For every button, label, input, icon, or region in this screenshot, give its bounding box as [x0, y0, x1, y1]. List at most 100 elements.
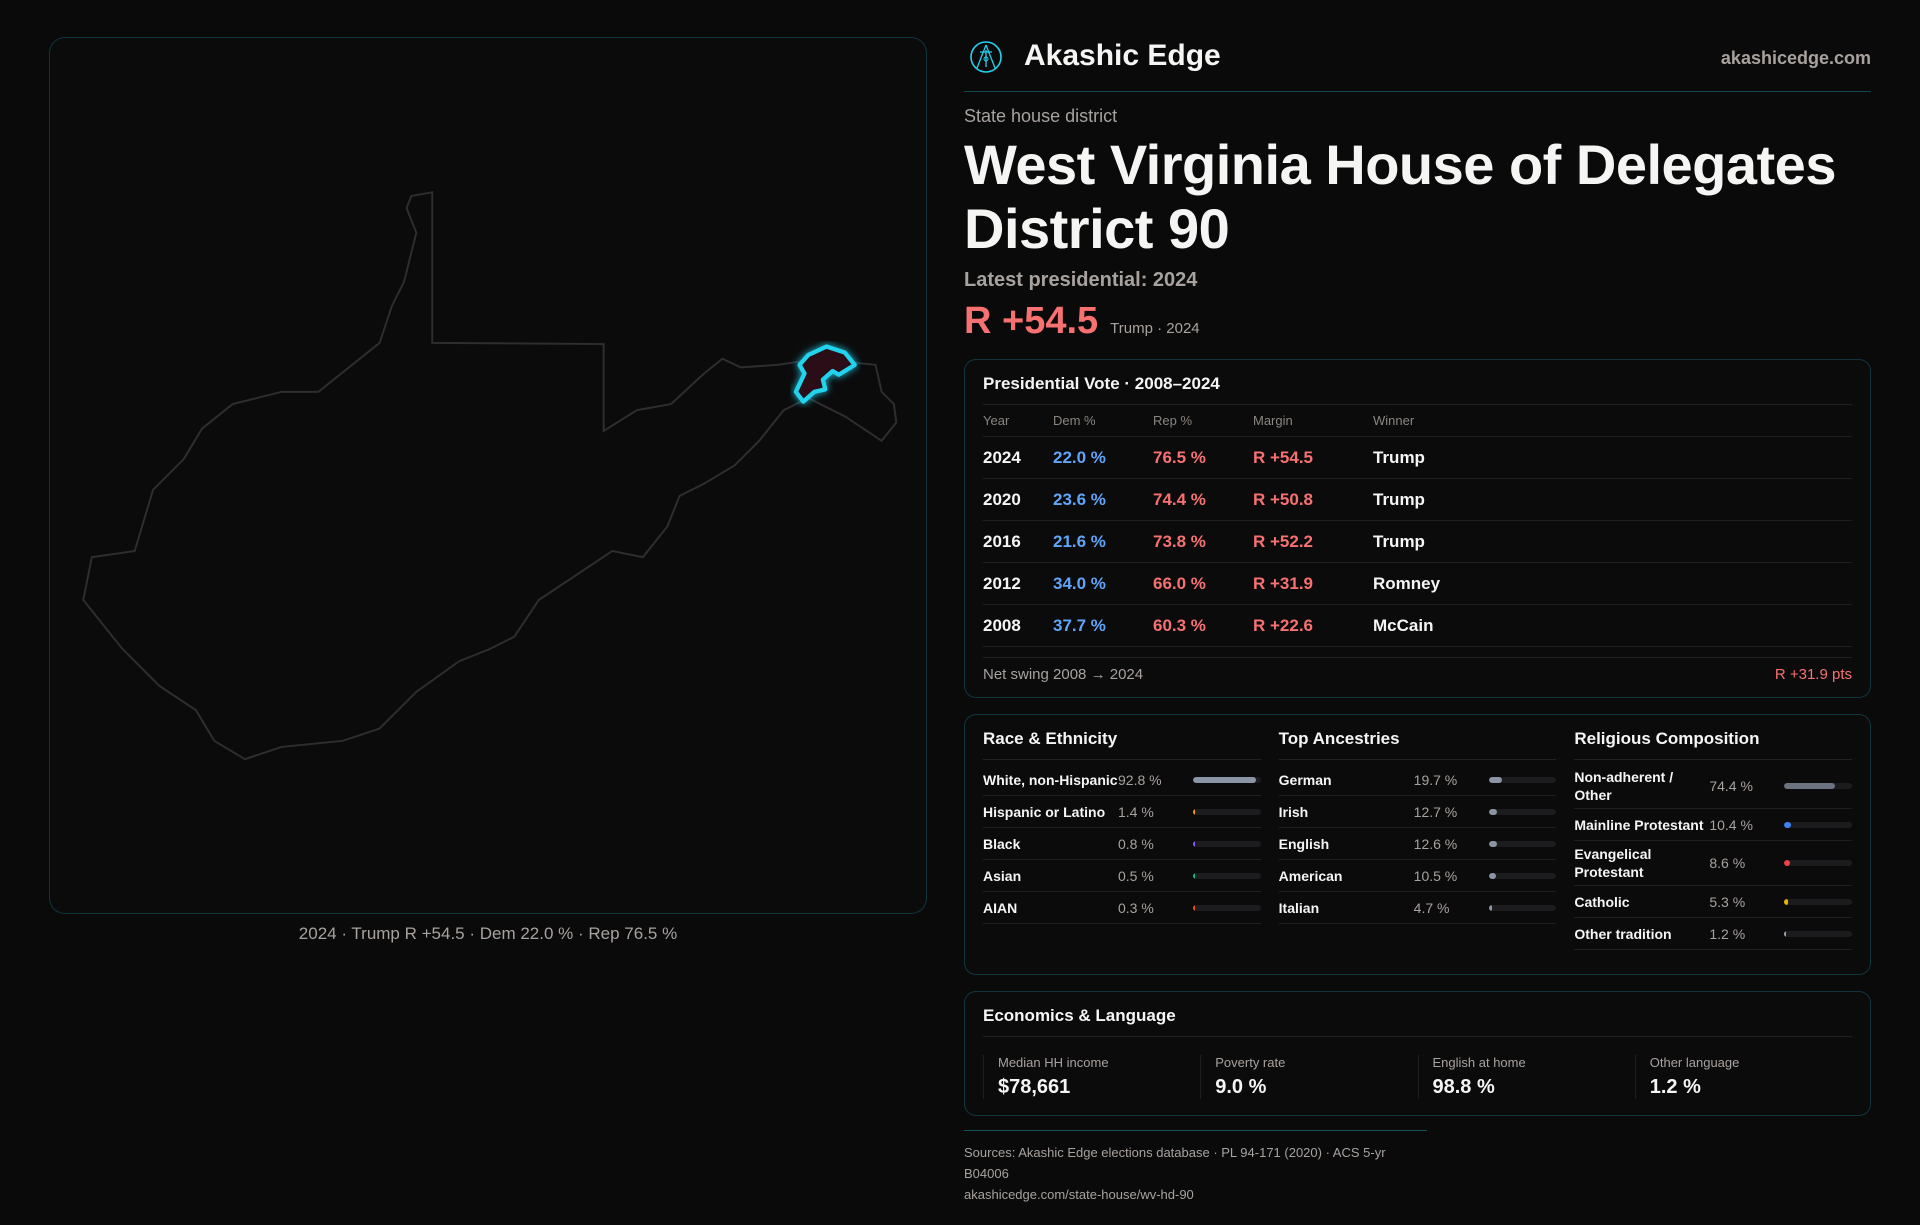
bar-fill [1784, 860, 1791, 866]
col-rep: Rep % [1153, 413, 1193, 428]
list-item: English 12.6 % [1278, 828, 1557, 860]
item-label: Non-adherent / Other [1574, 769, 1674, 803]
section-title: Race & Ethnicity [983, 729, 1261, 760]
cell-winner: Trump [1373, 531, 1425, 551]
bar-fill [1784, 821, 1792, 828]
latest-presidential: Latest presidential: 2024 [964, 269, 1198, 291]
source-url[interactable]: akashicedge.com/state-house/wv-hd-90 [964, 1187, 1194, 1202]
item-value: 92.8 % [1118, 771, 1162, 788]
table-row: 2016 21.6 % 73.8 % R +52.2 Trump [983, 521, 1852, 563]
section-title: Religious Composition [1574, 729, 1853, 760]
brand-name: Akashic Edge [1024, 39, 1221, 72]
margin-subtitle: Trump · 2024 [1110, 320, 1200, 337]
bar-track [1488, 808, 1557, 815]
bar-fill [1193, 776, 1256, 783]
cell-dem: 34.0 % [1053, 573, 1106, 593]
table-header: Year Dem % Rep % Margin Winner [983, 405, 1852, 437]
map-panel[interactable] [49, 37, 927, 914]
stat-label: Median HH income [998, 1055, 1109, 1070]
cell-margin: R +22.6 [1253, 615, 1314, 635]
stat-value: 98.8 % [1432, 1076, 1495, 1098]
cell-margin: R +52.2 [1253, 531, 1314, 551]
item-value: 10.5 % [1413, 867, 1458, 884]
item-label: Irish [1278, 803, 1309, 820]
stat-tile: Poverty rate 9.0 % [1200, 1055, 1417, 1099]
cell-winner: McCain [1373, 615, 1434, 635]
bar-track [1488, 840, 1557, 847]
cell-year: 2020 [983, 489, 1021, 509]
cell-winner: Trump [1373, 489, 1425, 509]
net-swing: Net swing 2008 → 2024 R +31.9 pts [983, 657, 1852, 683]
bar-track [1784, 860, 1853, 866]
item-value: 8.6 % [1709, 855, 1746, 871]
site-link[interactable]: akashicedge.com [1720, 48, 1871, 68]
bar-track [1784, 898, 1853, 905]
bar-track [1488, 776, 1557, 783]
list-item: Mainline Protestant 10.4 % [1574, 809, 1853, 841]
item-label: Other tradition [1574, 925, 1672, 942]
bar-track [1488, 904, 1557, 911]
bar-fill [1784, 898, 1788, 905]
bar-fill [1193, 840, 1195, 847]
item-label: Catholic [1574, 893, 1630, 910]
stat-label: English at home [1432, 1055, 1526, 1070]
bar-track [1488, 872, 1557, 879]
ancestry-section: Top Ancestries German 19.7 % Irish 12.7 % Eng… [1278, 729, 1557, 950]
stat-tile: Median HH income $78,661 [983, 1055, 1200, 1099]
bar-track [1193, 808, 1261, 815]
item-value: 19.7 % [1413, 771, 1458, 788]
cell-year: 2016 [983, 531, 1021, 551]
item-value: 5.3 % [1709, 893, 1746, 910]
list-item: White, non-Hispanic 92.8 % [983, 764, 1261, 796]
item-value: 12.7 % [1413, 803, 1458, 820]
district-type: State house district [964, 106, 1118, 126]
list-item: Italian 4.7 % [1278, 892, 1557, 924]
stat-value: 1.2 % [1649, 1076, 1701, 1098]
item-value: 12.6 % [1413, 835, 1458, 852]
list-item: AIAN 0.3 % [983, 892, 1261, 924]
bar-fill [1488, 808, 1498, 815]
list-item: Catholic 5.3 % [1574, 886, 1853, 918]
item-label: AIAN [983, 899, 1018, 916]
bar-fill [1193, 872, 1195, 879]
col-winner: Winner [1373, 413, 1415, 428]
economics-card: Economics & Language Median HH income $78… [964, 991, 1871, 1116]
swing-value: R +31.9 pts [1774, 666, 1852, 683]
item-value: 0.3 % [1118, 899, 1154, 916]
akashic-seal-icon [970, 41, 1002, 73]
stat-tile: English at home 98.8 % [1417, 1055, 1635, 1099]
cell-rep: 73.8 % [1153, 531, 1206, 551]
race-section: Race & Ethnicity White, non-Hispanic 92.8 … [983, 729, 1261, 950]
stat-tile: Other language 1.2 % [1634, 1055, 1852, 1099]
list-item: Irish 12.7 % [1278, 796, 1557, 828]
site-header: Akashic Edge akashicedge.com [964, 36, 1871, 92]
item-label: Italian [1278, 899, 1320, 916]
cell-winner: Romney [1373, 573, 1441, 593]
bar-fill [1784, 783, 1835, 789]
col-year: Year [983, 413, 1010, 428]
item-label: Mainline Protestant [1574, 816, 1704, 833]
bar-track [1193, 840, 1261, 847]
bar-track [1193, 872, 1261, 879]
bar-track [1784, 783, 1853, 789]
item-label: German [1278, 771, 1332, 788]
cell-year: 2008 [983, 615, 1021, 635]
cell-margin: R +31.9 [1253, 573, 1314, 593]
item-value: 1.4 % [1118, 803, 1154, 820]
table-row: 2024 22.0 % 76.5 % R +54.5 Trump [983, 437, 1852, 479]
margin-line: R +54.5 Trump · 2024 [964, 300, 1871, 343]
item-value: 0.5 % [1118, 867, 1154, 884]
item-label: American [1278, 867, 1343, 884]
card-title: Presidential Vote · 2008–2024 [983, 374, 1852, 405]
item-label: English [1278, 835, 1330, 852]
list-item: German 19.7 % [1278, 764, 1557, 796]
list-item: Evangelical Protestant 8.6 % [1574, 841, 1853, 886]
col-dem: Dem % [1053, 413, 1096, 428]
swing-label: Net swing 2008 → 2024 [983, 666, 1144, 683]
bar-fill [1488, 872, 1496, 879]
list-item: Asian 0.5 % [983, 860, 1261, 892]
sources-note: Sources: Akashic Edge elections database… [964, 1130, 1427, 1205]
bar-fill [1488, 904, 1492, 911]
bar-fill [1193, 904, 1195, 911]
item-value: 0.8 % [1118, 835, 1154, 852]
